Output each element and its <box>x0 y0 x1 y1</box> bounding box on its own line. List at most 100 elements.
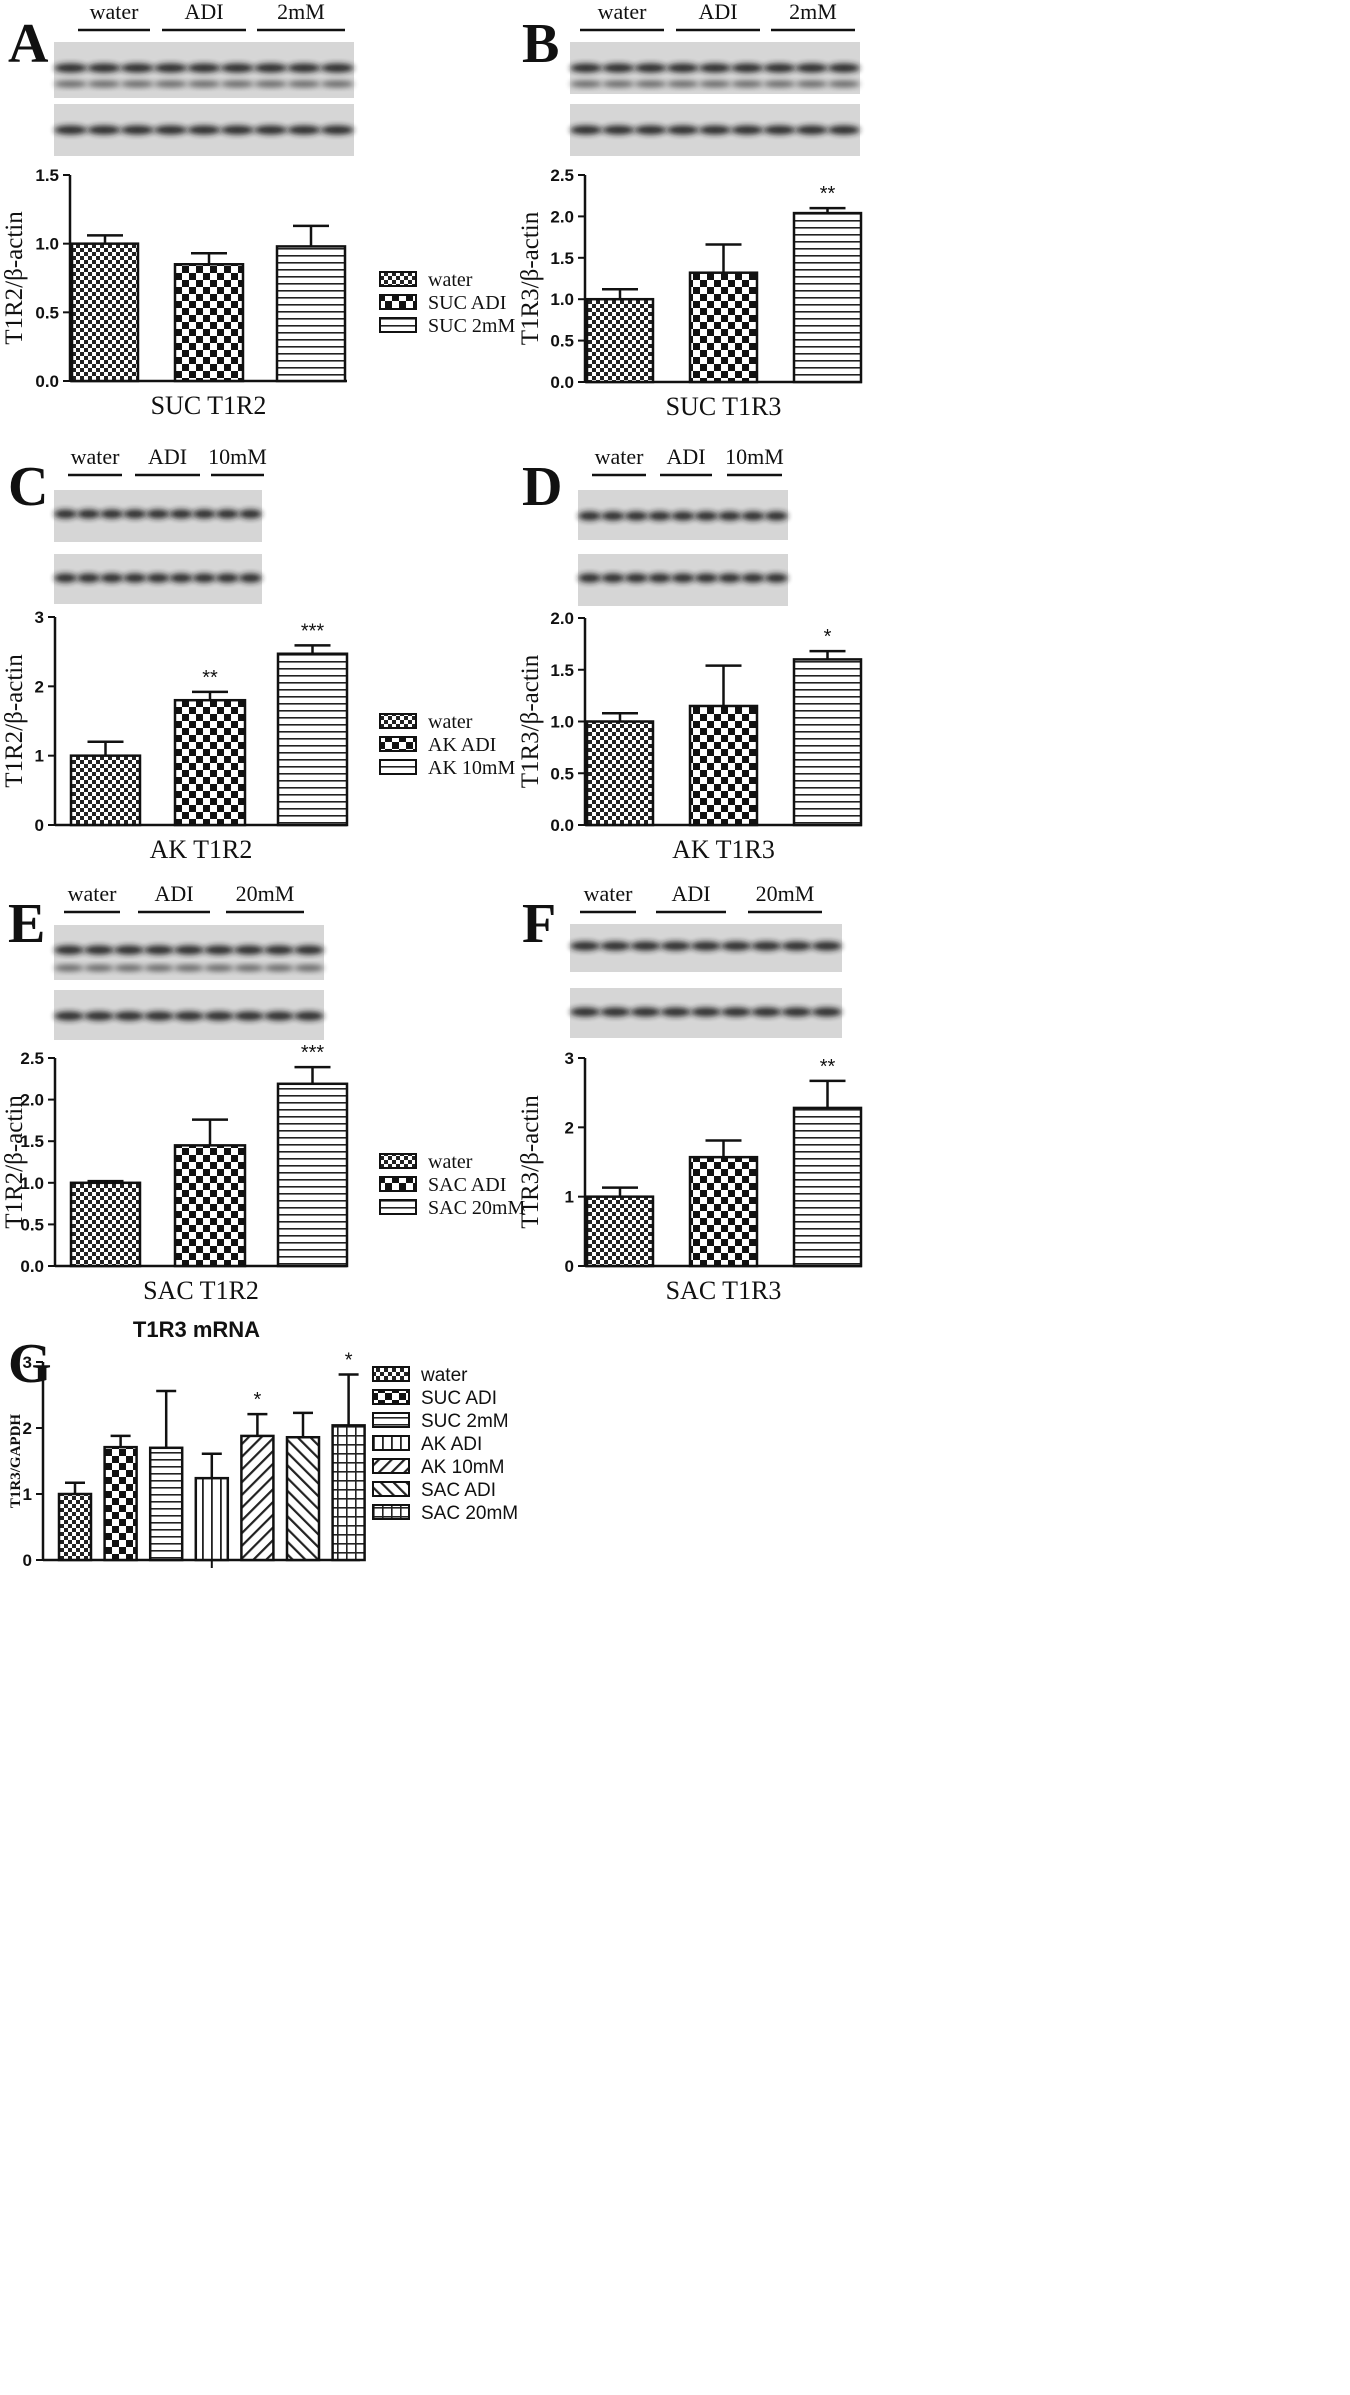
y-tick-label: 0.5 <box>35 303 59 322</box>
legend-label: SAC 20mM <box>428 1197 525 1219</box>
bar <box>285 1435 321 1562</box>
bar <box>275 245 347 383</box>
panel-letter: C <box>8 456 48 518</box>
bar <box>688 1155 759 1268</box>
significance-marker: *** <box>301 620 325 642</box>
x-axis-label: SUC T1R2 <box>151 391 267 420</box>
bar <box>173 263 245 383</box>
western-blot-actin <box>578 554 788 606</box>
y-tick-label: 3 <box>23 1353 32 1372</box>
y-tick-label: 1 <box>565 1188 574 1207</box>
panel-letter: F <box>522 893 556 955</box>
y-tick-label: 2 <box>565 1118 574 1137</box>
legend-label: AK ADI <box>428 734 496 756</box>
panel-letter: D <box>522 456 562 518</box>
legend-label: AK 10mM <box>428 757 515 779</box>
y-tick-label: 1.0 <box>35 235 59 254</box>
significance-marker: ** <box>820 183 836 205</box>
y-tick-label: 0.5 <box>550 764 574 783</box>
y-tick-label: 2.5 <box>550 166 574 185</box>
lane-label: ADI <box>184 0 223 24</box>
bar <box>240 1434 275 1562</box>
significance-marker: * <box>345 1350 353 1372</box>
western-blot-actin <box>570 104 861 156</box>
bar <box>103 1445 138 1562</box>
bar <box>173 1144 247 1268</box>
lane-label: ADI <box>154 881 193 906</box>
legend-label: water <box>428 1151 473 1173</box>
y-axis-label: T1R3/β-actin <box>517 1095 544 1229</box>
legend-swatch <box>379 271 417 287</box>
legend-label: SUC ADI <box>428 292 506 314</box>
western-blot-actin <box>54 554 262 604</box>
x-axis-label: SAC T1R3 <box>666 1276 782 1305</box>
bar <box>792 211 863 384</box>
western-blot-target <box>54 490 262 542</box>
y-tick-label: 2 <box>35 677 44 696</box>
bar <box>70 242 140 383</box>
lane-label: 2mM <box>789 0 837 24</box>
lane-label: 10mM <box>208 444 267 469</box>
western-blot-target <box>570 42 861 94</box>
y-tick-label: 2.0 <box>550 207 574 226</box>
chart-e: 0.0 0.5 1.0 1.5 2.0 2.5 T1R2/β-actin SAC T1R2 **… <box>1 1042 525 1305</box>
y-tick-label: 0 <box>23 1551 32 1570</box>
x-axis-label: SUC T1R3 <box>666 392 782 421</box>
y-tick-label: 0.0 <box>35 372 59 391</box>
y-tick-label: 1.0 <box>20 1174 44 1193</box>
lane-label: ADI <box>671 881 710 906</box>
legend-label: water <box>428 711 473 733</box>
bar <box>688 704 759 827</box>
bar <box>173 698 247 827</box>
legend-label: SUC ADI <box>421 1388 497 1409</box>
y-tick-label: 0.5 <box>550 332 574 351</box>
legend-label: SUC 2mM <box>421 1411 509 1432</box>
y-tick-label: 0.0 <box>550 373 574 392</box>
y-axis-label: T1R3/GAPDH <box>8 1414 24 1509</box>
legend-swatch <box>379 736 417 752</box>
significance-marker: * <box>824 626 832 648</box>
lane-label: 2mM <box>277 0 325 24</box>
western-blot-target <box>54 925 324 980</box>
legend-swatch <box>379 317 417 333</box>
bar <box>69 754 142 827</box>
y-tick-label: 0 <box>565 1257 574 1276</box>
bar <box>331 1424 366 1562</box>
legend-swatch <box>372 1504 410 1520</box>
significance-marker: *** <box>301 1042 325 1064</box>
significance-marker: * <box>254 1389 262 1411</box>
western-blot-target <box>578 490 788 540</box>
lane-label: ADI <box>148 444 187 469</box>
lane-label: 20mM <box>236 881 295 906</box>
legend-label: SAC 20mM <box>421 1503 518 1524</box>
bar <box>792 1106 863 1268</box>
legend-label: AK ADI <box>421 1434 482 1455</box>
y-tick-label: 0.0 <box>20 1257 44 1276</box>
legend-swatch <box>379 294 417 310</box>
western-blot-actin <box>570 988 843 1038</box>
legend-label: AK 10mM <box>421 1457 504 1478</box>
legend-swatch <box>372 1366 410 1382</box>
legend-swatch <box>372 1481 410 1497</box>
bar <box>276 652 349 827</box>
bar <box>148 1446 184 1562</box>
panel-letter: A <box>8 13 49 75</box>
y-axis-label: T1R3/β-actin <box>517 654 544 788</box>
chart-b: 0.0 0.5 1.0 1.5 2.0 2.5 T1R3/β-actin SUC T1R3 ** <box>517 166 863 421</box>
western-blot-target <box>54 42 355 98</box>
chart-f: 0 1 2 3 T1R3/β-actin SAC T1R3 ** <box>517 1049 863 1305</box>
chart-d: 0.0 0.5 1.0 1.5 2.0 T1R3/β-actin AK T1R3 * <box>517 609 863 864</box>
bar <box>585 720 655 827</box>
y-tick-label: 2.0 <box>550 609 574 628</box>
bar <box>194 1476 230 1562</box>
